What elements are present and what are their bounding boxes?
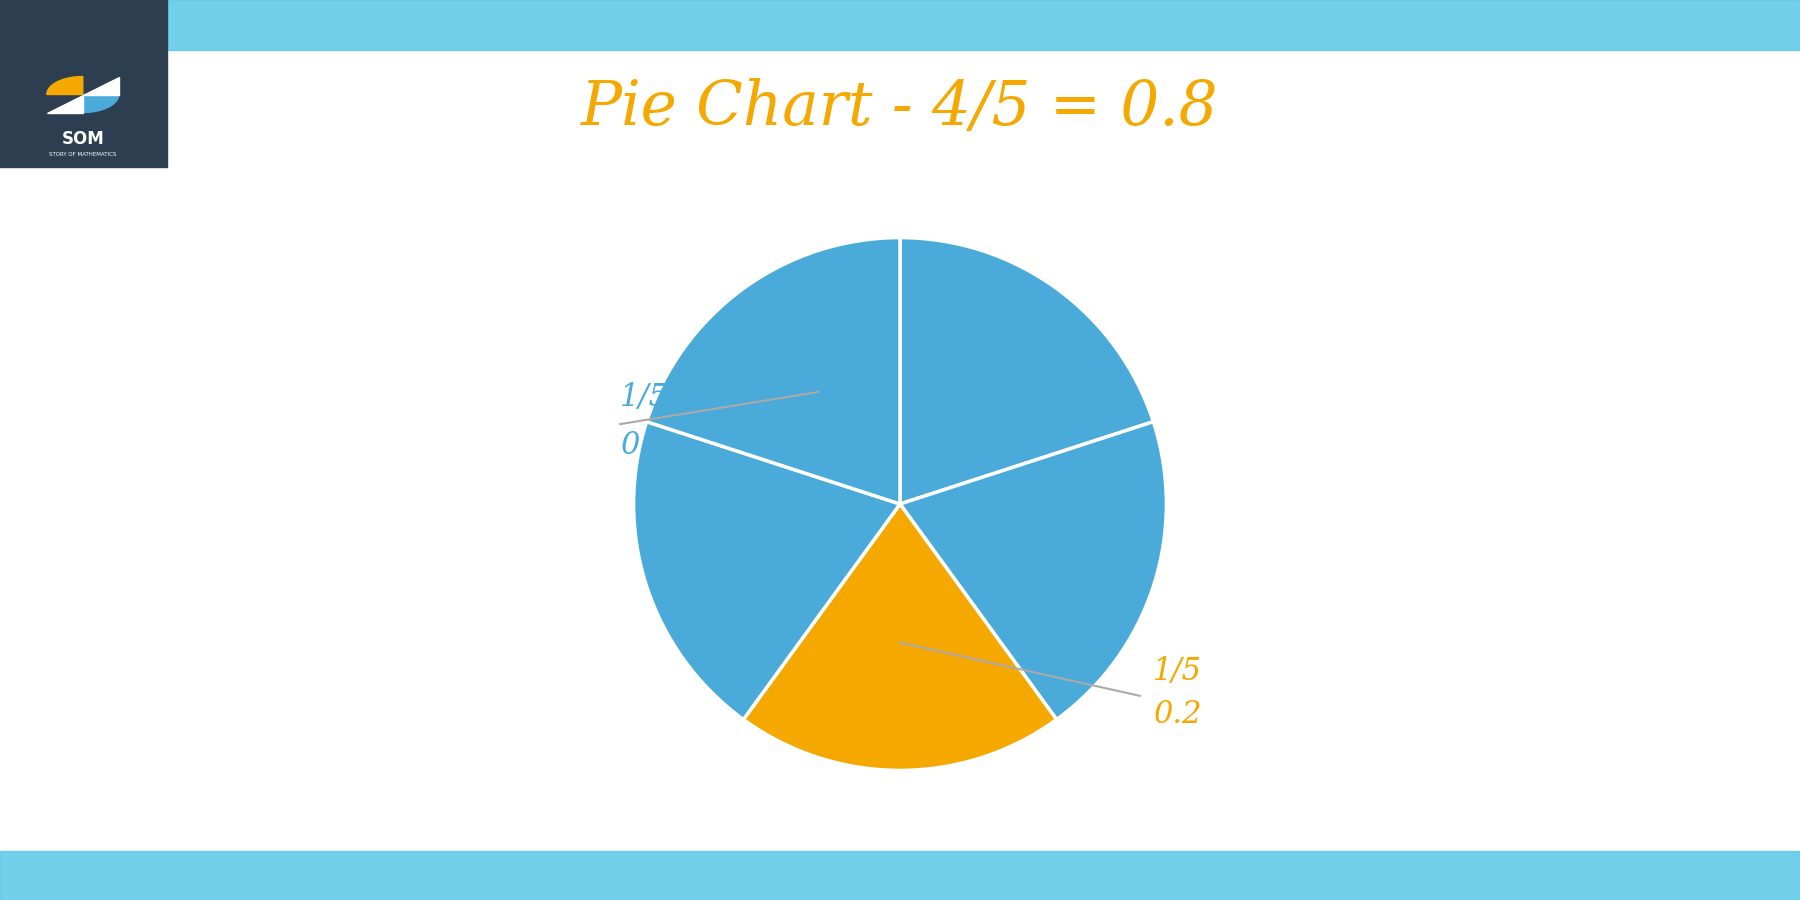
Text: 1/5: 1/5: [621, 382, 670, 413]
Polygon shape: [83, 76, 119, 94]
Text: STORY OF MATHEMATICS: STORY OF MATHEMATICS: [49, 152, 117, 158]
Text: Pie Chart - 4/5 = 0.8: Pie Chart - 4/5 = 0.8: [581, 78, 1219, 138]
Wedge shape: [743, 504, 1057, 770]
Text: SOM: SOM: [61, 130, 104, 148]
Wedge shape: [900, 422, 1166, 719]
Bar: [0, 850, 1800, 900]
Polygon shape: [83, 94, 119, 112]
Text: 1/5: 1/5: [1154, 656, 1202, 688]
Wedge shape: [634, 422, 900, 719]
Wedge shape: [900, 238, 1154, 504]
Polygon shape: [47, 94, 83, 112]
Wedge shape: [646, 238, 900, 504]
Polygon shape: [47, 76, 83, 94]
Bar: [0, 0, 167, 166]
Text: 0.2: 0.2: [1154, 699, 1202, 730]
Text: 0.2: 0.2: [621, 430, 670, 461]
Bar: [0, 0, 1800, 50]
